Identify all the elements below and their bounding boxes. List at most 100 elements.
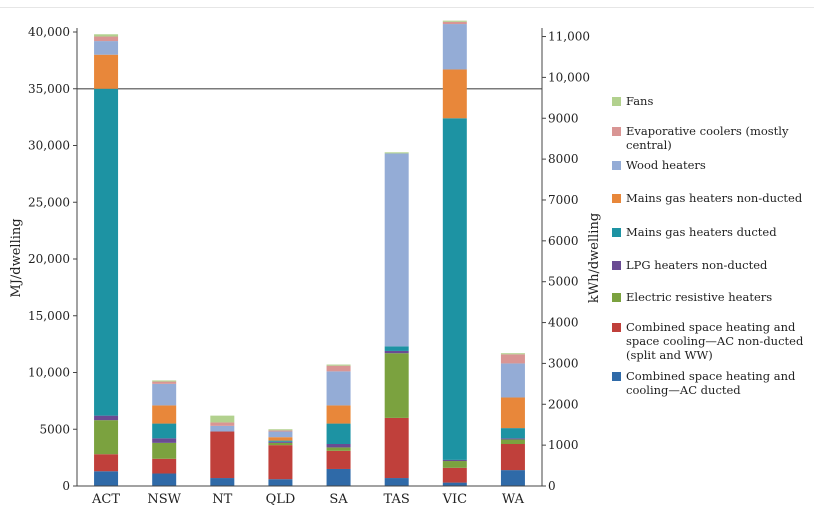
bars xyxy=(94,20,525,486)
axes: ACT NSW NT QLD SA TAS VIC WA 0 5000 10,000 15,000 20… xyxy=(28,25,590,507)
bar-segment-wa-5 xyxy=(500,397,525,429)
y2-tick-label: 5000 xyxy=(548,275,579,289)
x-tick-label: WA xyxy=(502,492,525,507)
legend-swatch xyxy=(612,261,621,270)
y-tick-label: 0 xyxy=(62,479,70,493)
y-tick-label: 35,000 xyxy=(28,82,70,96)
reference-lines xyxy=(0,7,814,90)
bar-segment-wa-0 xyxy=(500,470,525,486)
bar-segment-wa-4 xyxy=(500,428,525,439)
bar-segment-nsw-3 xyxy=(152,438,177,443)
bar-segment-nsw-4 xyxy=(152,423,177,439)
bar-segment-tas-0 xyxy=(384,478,409,486)
y2-tick-label: 9000 xyxy=(548,111,579,125)
bar-segment-sa-8 xyxy=(326,364,351,366)
legend-swatch xyxy=(612,127,621,136)
legend-label: Combined space heating and cooling—AC du… xyxy=(626,369,796,397)
legend-label: Wood heaters xyxy=(626,158,706,172)
legend-label: Electric resistive heaters xyxy=(626,290,773,304)
y2-tick-label: 3000 xyxy=(548,356,579,370)
bar-segment-wa-8 xyxy=(500,353,525,355)
y-axis-title: MJ/dwelling xyxy=(9,218,24,297)
bar-segment-nsw-8 xyxy=(152,380,177,382)
bar-segment-qld-3 xyxy=(268,441,293,443)
y2-tick-label: 7000 xyxy=(548,193,579,207)
x-tick-label: VIC xyxy=(442,492,468,507)
bar-segment-qld-5 xyxy=(268,437,293,441)
bar-segment-nt-1 xyxy=(210,431,235,479)
bar-segment-qld-4 xyxy=(268,440,293,442)
bar-segment-act-3 xyxy=(94,415,119,421)
bar-segment-sa-3 xyxy=(326,444,351,448)
y-tick-label: 40,000 xyxy=(28,25,70,39)
bar-segment-act-4 xyxy=(94,88,119,416)
bar-segment-nsw-6 xyxy=(152,383,177,406)
y2-tick-label: 6000 xyxy=(548,234,579,248)
bar-segment-vic-6 xyxy=(442,24,467,70)
bar-segment-nt-0 xyxy=(210,478,235,486)
legend-item: Electric resistive heaters xyxy=(612,290,814,304)
y2-tick-label: 11,000 xyxy=(548,30,590,44)
bar-segment-vic-4 xyxy=(442,118,467,460)
bar-segment-sa-4 xyxy=(326,423,351,445)
legend-item: Combined space heating and space cooling… xyxy=(612,320,814,362)
bar-segment-act-1 xyxy=(94,454,119,472)
y2-tick-label: 2000 xyxy=(548,397,579,411)
legend-item: Mains gas heaters non-ducted xyxy=(612,191,814,205)
x-tick-label: ACT xyxy=(91,492,120,507)
bar-segment-vic-1 xyxy=(442,467,467,483)
bar-segment-nt-6 xyxy=(210,425,235,432)
bar-segment-act-8 xyxy=(94,34,119,37)
legend-item: Evaporative coolers (mostly central) xyxy=(612,124,814,152)
x-tick-label: QLD xyxy=(266,492,296,507)
legend-label: LPG heaters non-ducted xyxy=(626,258,768,272)
bar-segment-tas-2 xyxy=(384,353,409,418)
bar-segment-act-2 xyxy=(94,420,119,455)
bar-segment-tas-3 xyxy=(384,350,409,354)
bar-segment-tas-6 xyxy=(384,153,409,347)
y2-tick-label: 4000 xyxy=(548,316,579,330)
bar-segment-wa-3 xyxy=(500,438,525,440)
y2-tick-label: 0 xyxy=(548,479,556,493)
bar-segment-tas-8 xyxy=(384,152,409,154)
bar-segment-sa-5 xyxy=(326,405,351,424)
legend-item: Mains gas heaters ducted xyxy=(612,225,814,239)
bar-segment-tas-1 xyxy=(384,417,409,479)
bar-segment-vic-7 xyxy=(442,21,467,25)
legend-label: Fans xyxy=(626,94,654,108)
legend-item: Fans xyxy=(612,94,814,108)
bar-segment-nsw-2 xyxy=(152,442,177,459)
y-tick-label: 30,000 xyxy=(28,139,70,153)
legend-swatch xyxy=(612,97,621,106)
bar-segment-wa-2 xyxy=(500,439,525,445)
bar-segment-wa-7 xyxy=(500,354,525,364)
y-tick-label: 10,000 xyxy=(28,366,70,380)
bar-segment-nsw-7 xyxy=(152,381,177,384)
bar-segment-qld-8 xyxy=(268,429,293,431)
x-tick-label: NT xyxy=(212,492,232,507)
legend-swatch xyxy=(612,161,621,170)
bar-segment-nsw-1 xyxy=(152,458,177,474)
y-tick-label: 5000 xyxy=(39,422,70,436)
y2-tick-label: 10,000 xyxy=(548,70,590,84)
legend-label: Evaporative coolers (mostly central) xyxy=(626,124,789,152)
bar-segment-vic-5 xyxy=(442,69,467,119)
y2-axis-title: kWh/dwelling xyxy=(587,213,602,303)
bar-segment-vic-3 xyxy=(442,459,467,462)
bar-segment-vic-0 xyxy=(442,482,467,486)
bar-segment-act-0 xyxy=(94,471,119,486)
legend-item: Wood heaters xyxy=(612,158,814,172)
bar-segment-sa-6 xyxy=(326,371,351,406)
bar-segment-qld-2 xyxy=(268,442,293,446)
x-tick-label: SA xyxy=(329,492,348,507)
bar-segment-act-7 xyxy=(94,36,119,42)
bar-segment-nt-8 xyxy=(210,415,235,423)
y-tick-label: 15,000 xyxy=(28,309,70,323)
bar-segment-nsw-5 xyxy=(152,405,177,424)
bar-segment-tas-4 xyxy=(384,346,409,351)
legend-swatch xyxy=(612,323,621,332)
legend-label: Mains gas heaters ducted xyxy=(626,225,777,239)
x-tick-label: TAS xyxy=(384,492,410,507)
bar-segment-qld-1 xyxy=(268,445,293,480)
bar-segment-wa-1 xyxy=(500,444,525,471)
